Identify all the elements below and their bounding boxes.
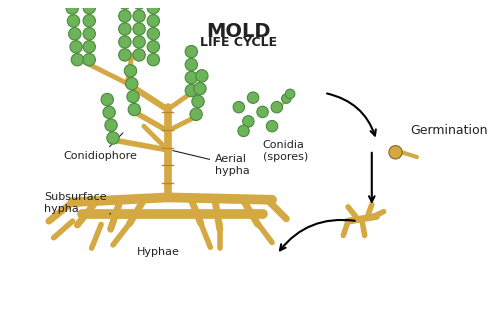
Text: MOLD: MOLD bbox=[206, 22, 271, 41]
Circle shape bbox=[133, 36, 145, 48]
Circle shape bbox=[238, 125, 250, 137]
Circle shape bbox=[233, 102, 244, 113]
Circle shape bbox=[286, 89, 295, 99]
Circle shape bbox=[105, 119, 117, 131]
Text: Germination: Germination bbox=[410, 124, 488, 137]
Text: Conidiophore: Conidiophore bbox=[63, 133, 137, 161]
Circle shape bbox=[185, 45, 198, 58]
Circle shape bbox=[147, 15, 160, 27]
Circle shape bbox=[147, 2, 160, 14]
Circle shape bbox=[83, 28, 96, 40]
Circle shape bbox=[83, 40, 96, 53]
Circle shape bbox=[71, 53, 84, 66]
Text: Subsurface
hypha: Subsurface hypha bbox=[44, 192, 110, 214]
Circle shape bbox=[133, 23, 145, 35]
Text: Conidia
(spores): Conidia (spores) bbox=[262, 140, 308, 162]
Circle shape bbox=[118, 36, 131, 48]
Circle shape bbox=[83, 53, 96, 66]
Circle shape bbox=[103, 106, 116, 119]
Circle shape bbox=[68, 28, 81, 40]
Circle shape bbox=[147, 53, 160, 66]
Circle shape bbox=[70, 41, 82, 53]
Circle shape bbox=[118, 49, 131, 61]
Circle shape bbox=[101, 94, 114, 106]
Circle shape bbox=[266, 121, 278, 132]
Circle shape bbox=[147, 28, 160, 40]
Circle shape bbox=[107, 132, 119, 144]
Circle shape bbox=[257, 106, 268, 118]
Circle shape bbox=[124, 65, 136, 77]
Circle shape bbox=[196, 70, 208, 82]
Circle shape bbox=[133, 10, 145, 22]
Circle shape bbox=[126, 77, 138, 90]
Circle shape bbox=[282, 94, 291, 103]
Circle shape bbox=[194, 82, 206, 95]
Circle shape bbox=[248, 92, 259, 103]
Text: Hyphae: Hyphae bbox=[136, 247, 180, 257]
Circle shape bbox=[133, 0, 145, 9]
Circle shape bbox=[83, 15, 96, 27]
Circle shape bbox=[118, 23, 131, 35]
Text: Aerial
hypha: Aerial hypha bbox=[172, 151, 250, 176]
Circle shape bbox=[242, 116, 254, 127]
Circle shape bbox=[118, 0, 131, 9]
Circle shape bbox=[128, 103, 140, 116]
Circle shape bbox=[192, 95, 204, 108]
Circle shape bbox=[389, 146, 402, 159]
Circle shape bbox=[83, 2, 96, 14]
Circle shape bbox=[68, 15, 80, 27]
Circle shape bbox=[271, 102, 282, 113]
Circle shape bbox=[185, 71, 198, 84]
Circle shape bbox=[185, 85, 198, 97]
Circle shape bbox=[118, 10, 131, 22]
Circle shape bbox=[133, 49, 145, 61]
Circle shape bbox=[190, 108, 202, 121]
Circle shape bbox=[185, 58, 198, 71]
Circle shape bbox=[66, 2, 78, 14]
Circle shape bbox=[147, 40, 160, 53]
Text: LIFE CYCLE: LIFE CYCLE bbox=[200, 36, 278, 49]
Circle shape bbox=[127, 91, 139, 103]
